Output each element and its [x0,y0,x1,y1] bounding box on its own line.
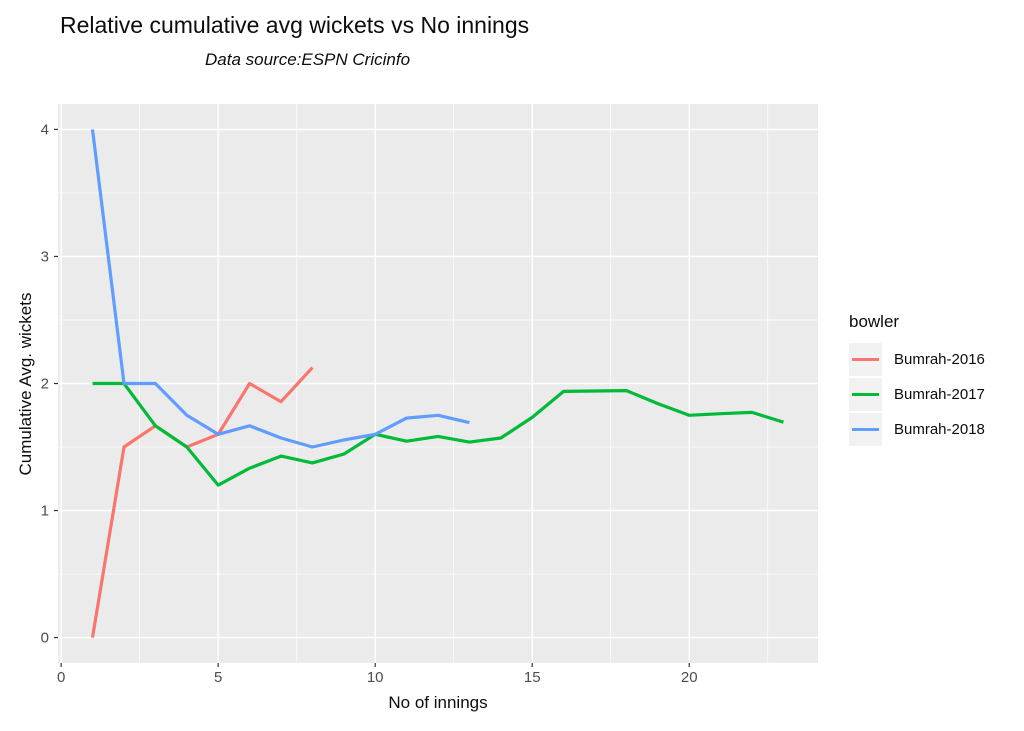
chart-title: Relative cumulative avg wickets vs No in… [60,12,530,38]
legend-key-box [849,413,882,446]
y-tick-label: 0 [41,630,49,647]
y-tick-label: 1 [41,503,49,520]
legend-item-bumrah-2016: Bumrah-2016 [849,343,985,376]
x-tick-label: 20 [681,669,698,686]
grid-major [58,104,818,663]
legend-label: Bumrah-2017 [894,386,985,403]
legend-title: bowler [849,312,900,331]
legend-key-line [852,393,879,396]
legend-item-bumrah-2018: Bumrah-2018 [849,413,985,446]
x-tick-label: 5 [214,669,222,686]
series-line-bumrah-2017 [92,381,784,487]
legend: bowler Bumrah-2016 Bumrah-2017 Bumrah-20… [849,312,985,448]
legend-key-line [852,358,879,361]
x-axis-title: No of innings [388,693,488,712]
legend-label: Bumrah-2016 [894,351,985,368]
legend-label: Bumrah-2018 [894,421,985,438]
legend-key-line [852,428,879,431]
chart-subtitle: Data source:ESPN Cricinfo [205,50,411,69]
series-line-bumrah-2018 [90,129,470,449]
y-tick-label: 3 [41,248,49,265]
x-tick-label: 10 [367,669,384,686]
axis-ticks [54,128,690,667]
x-tick-label: 15 [524,669,541,686]
series-line-bumrah-2016 [90,366,314,638]
y-tick-label: 2 [41,376,49,393]
legend-item-bumrah-2017: Bumrah-2017 [849,378,985,411]
legend-key-box [849,378,882,411]
y-axis-title: Cumulative Avg. wickets [16,292,35,476]
axis-tick-labels: 0 5 10 15 20 0 1 2 3 4 [41,121,698,686]
legend-key-box [849,343,882,376]
x-tick-label: 0 [57,669,65,686]
y-tick-label: 4 [41,121,49,138]
